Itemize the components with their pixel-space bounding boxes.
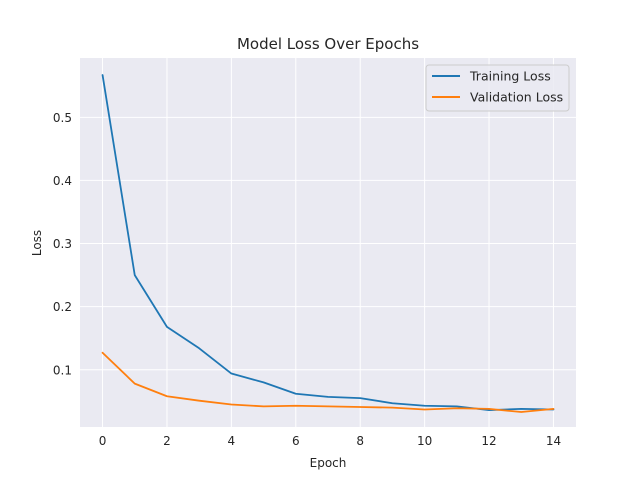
x-tick-label: 8 xyxy=(356,434,364,448)
y-tick-label: 0.3 xyxy=(53,237,72,251)
legend: Training Loss Validation Loss xyxy=(425,64,570,112)
x-tick-label: 12 xyxy=(481,434,496,448)
x-axis-label: Epoch xyxy=(310,456,347,470)
plot-area xyxy=(80,58,576,427)
series-line-validation xyxy=(101,351,555,413)
y-axis-label: Loss xyxy=(30,230,44,256)
legend-label-training: Training Loss xyxy=(469,69,551,84)
legend-box xyxy=(425,64,570,112)
y-tick-label: 0.1 xyxy=(53,363,72,377)
x-tick-label: 0 xyxy=(99,434,107,448)
legend-label-validation: Validation Loss xyxy=(470,90,563,105)
y-tick-label: 0.5 xyxy=(53,111,72,125)
x-axis-ticks: 0 2 4 6 8 10 12 14 xyxy=(99,434,561,448)
chart-title: Model Loss Over Epochs xyxy=(237,35,419,53)
x-tick-label: 4 xyxy=(228,434,236,448)
y-tick-label: 0.4 xyxy=(53,174,72,188)
x-tick-label: 2 xyxy=(163,434,171,448)
x-tick-label: 10 xyxy=(417,434,432,448)
x-tick-label: 14 xyxy=(546,434,561,448)
series-lines xyxy=(101,74,555,413)
x-tick-label: 6 xyxy=(292,434,300,448)
y-axis-ticks: 0.1 0.2 0.3 0.4 0.5 xyxy=(53,111,72,377)
grid-lines xyxy=(80,58,576,427)
y-tick-label: 0.2 xyxy=(53,300,72,314)
